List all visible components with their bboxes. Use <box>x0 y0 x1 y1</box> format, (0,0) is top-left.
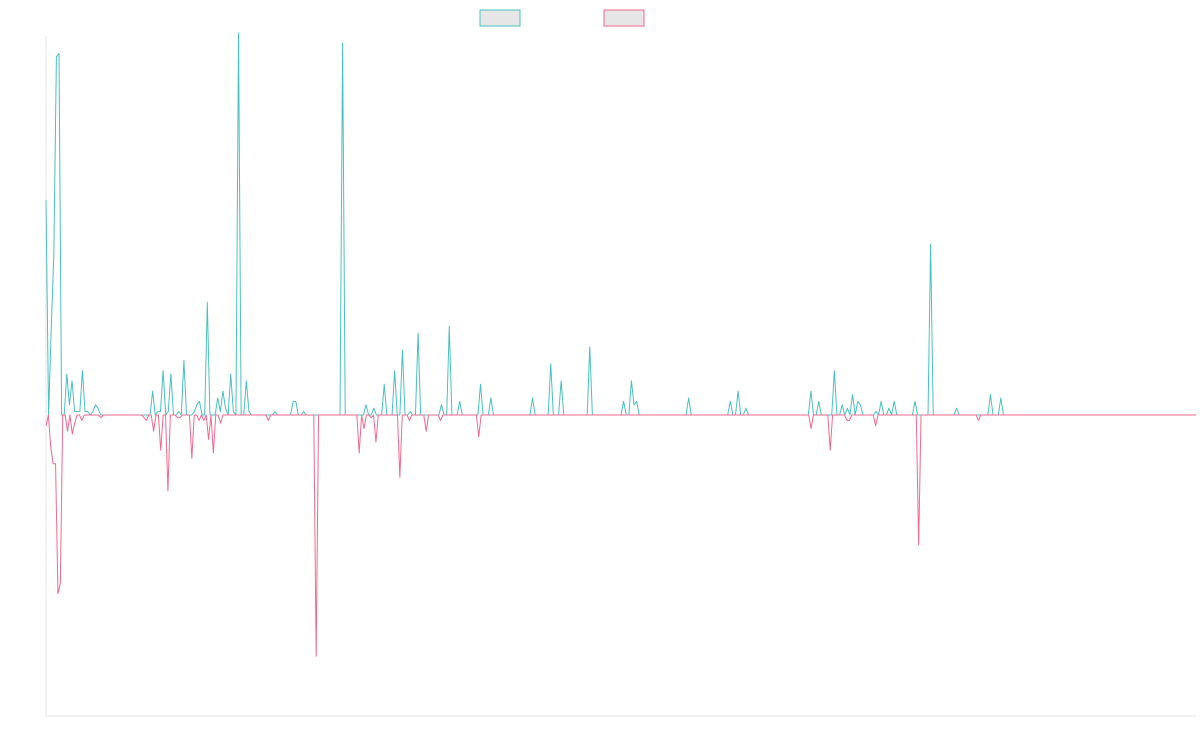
series-line-2 <box>45 414 1196 657</box>
legend-swatch-series-2[interactable] <box>603 9 645 27</box>
series-layer <box>45 32 1196 657</box>
legend <box>479 9 645 27</box>
series-line-1 <box>45 32 1196 416</box>
legend-swatch-series-1[interactable] <box>479 9 521 27</box>
